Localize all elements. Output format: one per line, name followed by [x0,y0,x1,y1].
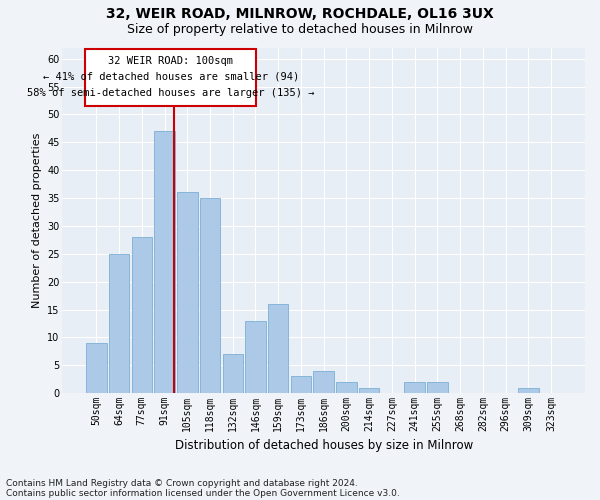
Bar [404,382,425,393]
Bar [336,382,356,393]
Text: Contains public sector information licensed under the Open Government Licence v3: Contains public sector information licen… [6,488,400,498]
Text: 32 WEIR ROAD: 100sqm: 32 WEIR ROAD: 100sqm [108,56,233,66]
X-axis label: Distribution of detached houses by size in Milnrow: Distribution of detached houses by size … [175,440,473,452]
Bar [131,237,152,393]
Bar [518,388,539,393]
Y-axis label: Number of detached properties: Number of detached properties [32,132,41,308]
Bar [109,254,130,393]
Bar [313,371,334,393]
Bar [268,304,289,393]
Text: Contains HM Land Registry data © Crown copyright and database right 2024.: Contains HM Land Registry data © Crown c… [6,478,358,488]
Text: 32, WEIR ROAD, MILNROW, ROCHDALE, OL16 3UX: 32, WEIR ROAD, MILNROW, ROCHDALE, OL16 3… [106,8,494,22]
Bar [359,388,379,393]
Text: Size of property relative to detached houses in Milnrow: Size of property relative to detached ho… [127,22,473,36]
FancyBboxPatch shape [85,49,256,106]
Text: 58% of semi-detached houses are larger (135) →: 58% of semi-detached houses are larger (… [27,88,314,98]
Bar [86,343,107,393]
Bar [427,382,448,393]
Bar [223,354,243,393]
Bar [245,320,266,393]
Bar [177,192,197,393]
Text: ← 41% of detached houses are smaller (94): ← 41% of detached houses are smaller (94… [43,72,299,82]
Bar [200,198,220,393]
Bar [291,376,311,393]
Bar [154,131,175,393]
